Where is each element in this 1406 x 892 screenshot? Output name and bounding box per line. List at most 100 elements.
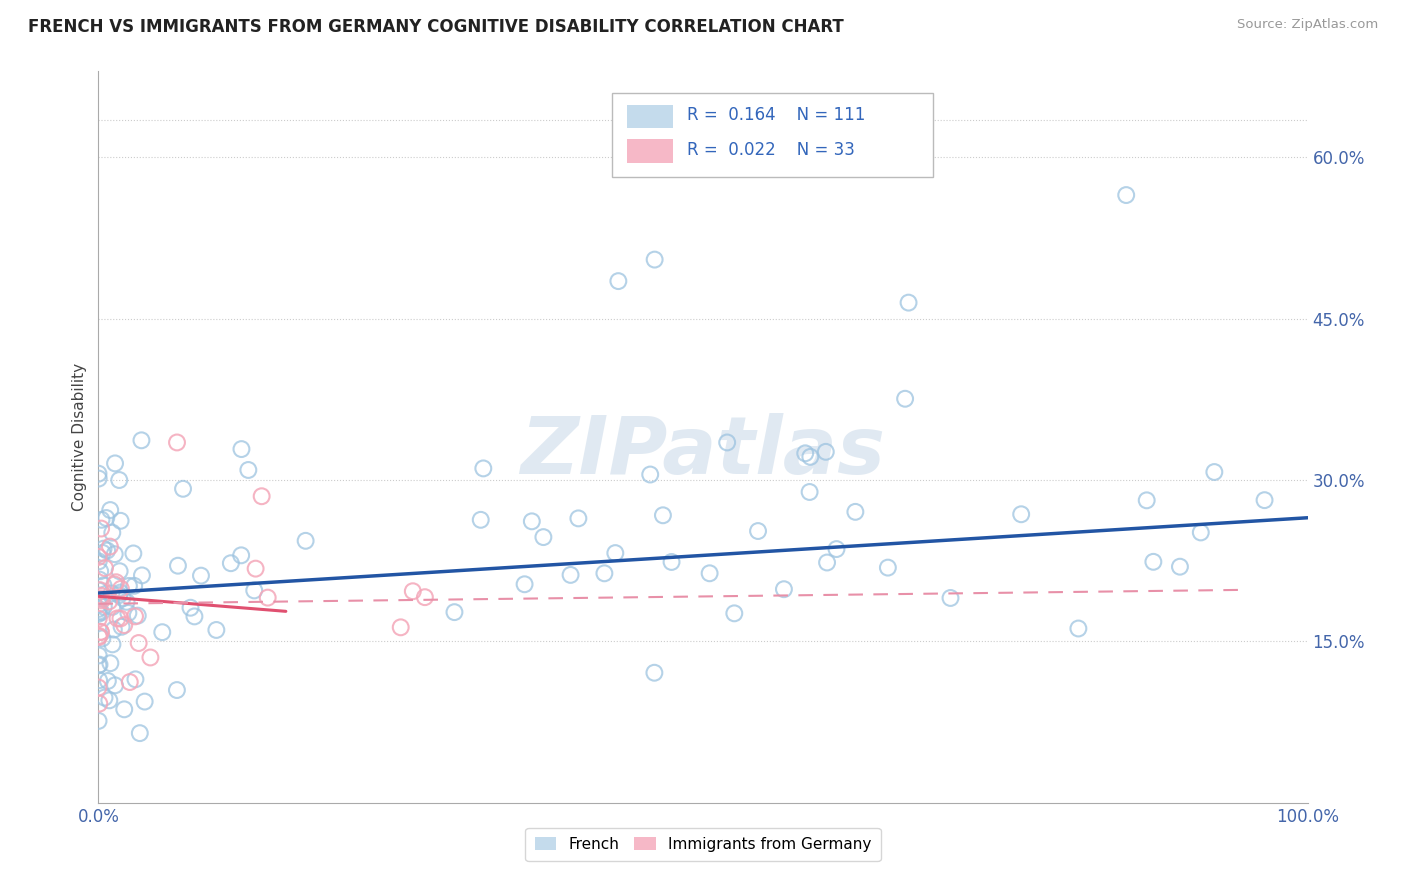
Point [1010,508,1032,522]
Point [166,683,188,698]
Point [243,583,266,598]
Point [127,608,149,623]
Point [607,274,630,288]
Point [1168,559,1191,574]
FancyBboxPatch shape [613,94,932,178]
Text: FRENCH VS IMMIGRANTS FROM GERMANY COGNITIVE DISABILITY CORRELATION CHART: FRENCH VS IMMIGRANTS FROM GERMANY COGNIT… [28,18,844,36]
Point [794,446,817,460]
Point [250,489,273,503]
Point [87,471,110,485]
Point [773,582,796,597]
Point [638,467,661,482]
Point [101,637,124,651]
Point [108,588,131,602]
Point [699,566,721,581]
Point [87,549,110,564]
Point [815,556,838,570]
Point [96,543,118,558]
Point [104,678,127,692]
Point [389,620,412,634]
Point [87,629,110,643]
Point [90,624,112,639]
Point [139,650,162,665]
Point [110,582,132,596]
Point [101,525,124,540]
Point [89,604,111,618]
Point [294,533,316,548]
Point [108,473,131,487]
Point [97,673,120,688]
Y-axis label: Cognitive Disability: Cognitive Disability [72,363,87,511]
Point [107,611,129,625]
Point [98,503,121,517]
Point [825,542,848,557]
Point [103,623,125,637]
Point [245,561,267,575]
Point [87,612,110,626]
Point [87,598,110,612]
Point [89,573,111,587]
Point [661,555,683,569]
Point [87,554,110,568]
Point [894,392,917,406]
Point [98,693,121,707]
Point [90,589,112,603]
Point [110,585,132,599]
Point [167,558,190,573]
Point [1189,525,1212,540]
Point [238,463,260,477]
Point [124,673,146,687]
Point [219,556,242,570]
Text: R =  0.022    N = 33: R = 0.022 N = 33 [688,141,855,160]
Point [117,606,139,620]
Point [87,681,110,695]
Point [89,583,111,598]
Point [94,561,117,575]
Point [470,513,492,527]
Point [716,435,738,450]
Point [104,577,127,591]
Bar [627,105,673,128]
Point [110,620,132,634]
Point [1253,493,1275,508]
Point [723,607,745,621]
Point [128,636,150,650]
Point [531,530,554,544]
Point [1115,188,1137,202]
Point [87,714,110,728]
Point [939,591,962,605]
Legend: French, Immigrants from Germany: French, Immigrants from Germany [526,828,880,861]
Point [897,295,920,310]
Point [98,656,121,670]
Point [93,541,115,556]
Point [90,593,112,607]
Point [90,591,112,606]
Point [115,595,138,609]
Point [89,657,111,672]
Point [844,505,866,519]
Point [98,540,121,554]
Point [747,524,769,538]
Point [166,435,188,450]
Point [1136,493,1159,508]
Point [131,434,153,448]
Point [472,461,495,475]
Point [876,560,898,574]
Point [122,579,145,593]
Point [814,445,837,459]
Text: ZIPatlas: ZIPatlas [520,413,886,491]
Point [205,623,228,637]
Point [90,522,112,536]
Point [100,586,122,600]
Point [799,485,821,500]
Point [644,252,666,267]
Bar [627,139,673,163]
Point [1204,465,1226,479]
Point [87,467,110,481]
Point [513,577,536,591]
Point [87,583,110,598]
Point [105,575,128,590]
Point [90,625,112,640]
Point [87,648,110,663]
Point [183,609,205,624]
